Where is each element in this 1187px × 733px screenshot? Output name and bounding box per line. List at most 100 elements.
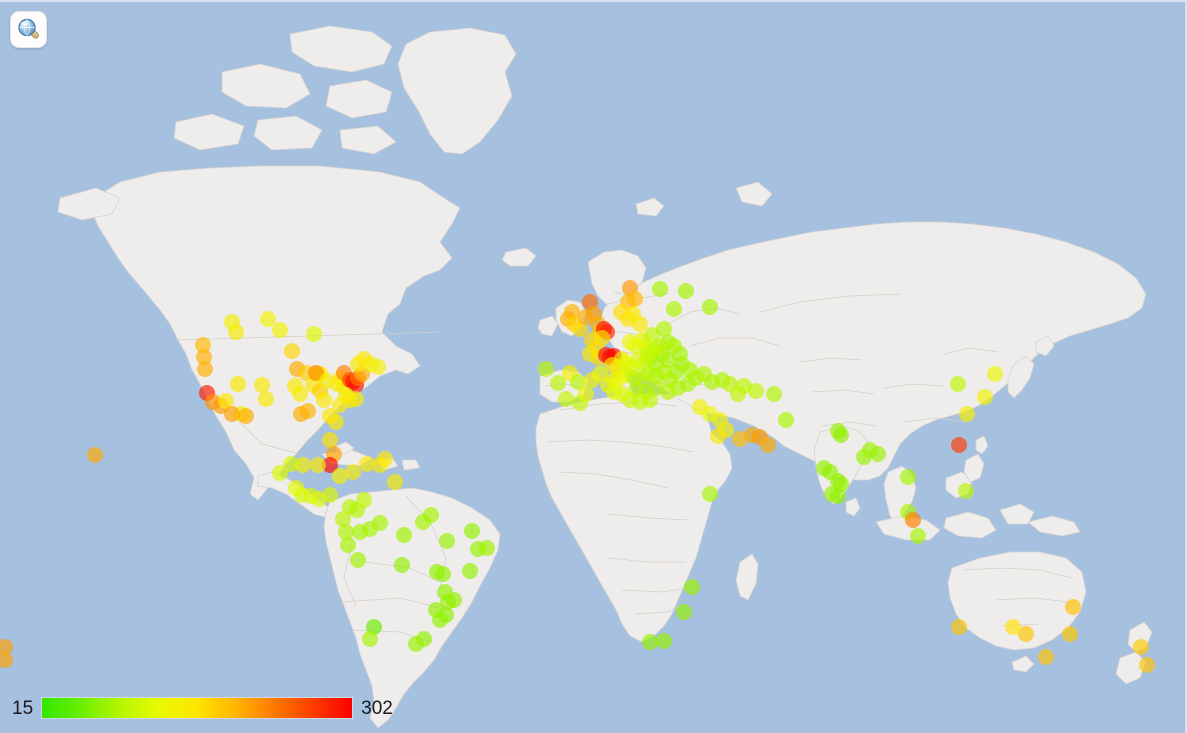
- map-data-point[interactable]: [550, 375, 566, 391]
- map-data-point[interactable]: [1065, 599, 1081, 615]
- map-data-point[interactable]: [408, 636, 424, 652]
- map-data-point[interactable]: [656, 321, 672, 337]
- map-data-point[interactable]: [195, 337, 211, 353]
- map-data-point[interactable]: [328, 414, 344, 430]
- map-data-point[interactable]: [0, 639, 13, 655]
- map-data-point[interactable]: [310, 457, 326, 473]
- map-data-point[interactable]: [295, 457, 311, 473]
- map-data-point[interactable]: [632, 316, 648, 332]
- map-data-point[interactable]: [394, 557, 410, 573]
- map-data-point[interactable]: [284, 343, 300, 359]
- map-data-point[interactable]: [464, 523, 480, 539]
- map-data-point[interactable]: [396, 527, 412, 543]
- map-data-point[interactable]: [224, 406, 240, 422]
- map-data-point[interactable]: [910, 528, 926, 544]
- map-data-point[interactable]: [678, 283, 694, 299]
- map-data-point[interactable]: [197, 361, 213, 377]
- map-data-point[interactable]: [308, 365, 324, 381]
- map-data-point[interactable]: [642, 634, 658, 650]
- map-data-point[interactable]: [766, 386, 782, 402]
- map-data-point[interactable]: [335, 511, 351, 527]
- map-data-point[interactable]: [558, 391, 574, 407]
- map-data-point[interactable]: [1038, 649, 1054, 665]
- map-data-point[interactable]: [644, 327, 660, 343]
- map-data-point[interactable]: [642, 392, 658, 408]
- map-data-point[interactable]: [228, 324, 244, 340]
- map-data-point[interactable]: [710, 428, 726, 444]
- magnifier-globe-icon[interactable]: [10, 11, 47, 48]
- map-data-point[interactable]: [230, 376, 246, 392]
- map-data-point[interactable]: [1062, 626, 1078, 642]
- map-data-point[interactable]: [958, 483, 974, 499]
- map-data-point[interactable]: [435, 566, 451, 582]
- map-data-point[interactable]: [306, 326, 322, 342]
- map-data-point[interactable]: [905, 512, 921, 528]
- map-data-point[interactable]: [584, 372, 600, 388]
- map-data-point[interactable]: [627, 291, 643, 307]
- map-data-point[interactable]: [702, 299, 718, 315]
- map-data-point[interactable]: [0, 652, 13, 668]
- map-data-point[interactable]: [439, 533, 455, 549]
- map-data-point[interactable]: [760, 437, 776, 453]
- map-data-point[interactable]: [702, 486, 718, 502]
- map-data-point[interactable]: [977, 389, 993, 405]
- map-data-point[interactable]: [322, 457, 338, 473]
- map-data-point[interactable]: [736, 378, 752, 394]
- map-data-point[interactable]: [1018, 626, 1034, 642]
- map-data-point[interactable]: [656, 633, 672, 649]
- map-data-point[interactable]: [538, 361, 554, 377]
- map-data-point[interactable]: [372, 515, 388, 531]
- map-data-point[interactable]: [748, 383, 764, 399]
- map-data-point[interactable]: [622, 334, 638, 350]
- map-data-point[interactable]: [446, 592, 462, 608]
- map-data-point[interactable]: [272, 465, 288, 481]
- map-data-point[interactable]: [950, 376, 966, 392]
- map-data-point[interactable]: [423, 507, 439, 523]
- map-data-point[interactable]: [900, 469, 916, 485]
- map-data-point[interactable]: [462, 563, 478, 579]
- map-data-point[interactable]: [272, 322, 288, 338]
- map-data-point[interactable]: [870, 446, 886, 462]
- map-data-point[interactable]: [479, 540, 495, 556]
- map-data-point[interactable]: [951, 619, 967, 635]
- map-data-point[interactable]: [572, 321, 588, 337]
- map-data-point[interactable]: [951, 437, 967, 453]
- map-data-point[interactable]: [338, 524, 354, 540]
- map-data-point[interactable]: [254, 377, 270, 393]
- map-data-point[interactable]: [218, 393, 234, 409]
- map-data-point[interactable]: [370, 359, 386, 375]
- map-data-point[interactable]: [340, 537, 356, 553]
- map-data-point[interactable]: [332, 397, 348, 413]
- map-data-point[interactable]: [87, 447, 103, 463]
- map-data-point[interactable]: [1005, 619, 1021, 635]
- map-data-point[interactable]: [292, 386, 308, 402]
- map-data-point[interactable]: [438, 607, 454, 623]
- map-data-point[interactable]: [1139, 657, 1155, 673]
- map-data-point[interactable]: [830, 488, 846, 504]
- map-data-point[interactable]: [1133, 639, 1149, 655]
- map-data-point[interactable]: [578, 386, 594, 402]
- map-data-point[interactable]: [833, 427, 849, 443]
- map-data-point[interactable]: [377, 451, 393, 467]
- map-data-point[interactable]: [356, 492, 372, 508]
- map-data-point[interactable]: [332, 468, 348, 484]
- map-data-point[interactable]: [258, 391, 274, 407]
- map-data-point[interactable]: [238, 408, 254, 424]
- map-data-point[interactable]: [322, 432, 338, 448]
- map-data-point[interactable]: [260, 311, 276, 327]
- map-data-point[interactable]: [387, 474, 403, 490]
- map-data-point[interactable]: [322, 487, 338, 503]
- map-data-point[interactable]: [684, 579, 700, 595]
- map-data-point[interactable]: [676, 604, 692, 620]
- map-data-point[interactable]: [640, 346, 656, 362]
- map-data-point[interactable]: [300, 403, 316, 419]
- map-data-point[interactable]: [959, 406, 975, 422]
- map-data-point[interactable]: [283, 456, 299, 472]
- map-data-point[interactable]: [652, 281, 668, 297]
- map-data-point[interactable]: [348, 391, 364, 407]
- map-data-point[interactable]: [570, 374, 586, 390]
- map-data-point[interactable]: [666, 301, 682, 317]
- map-data-point[interactable]: [359, 456, 375, 472]
- data-points[interactable]: [0, 280, 1155, 673]
